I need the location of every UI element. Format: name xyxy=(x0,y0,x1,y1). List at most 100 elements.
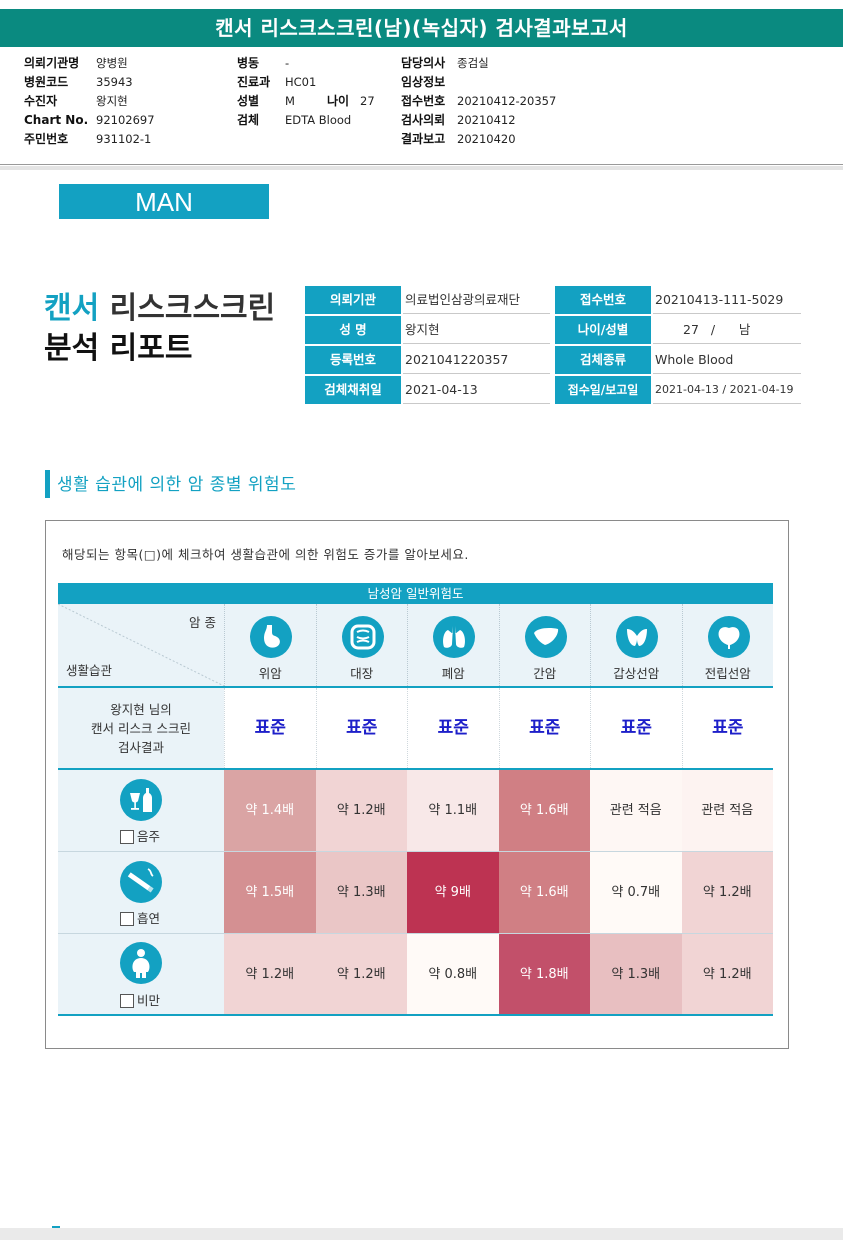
risk-cell: 약 1.6배 xyxy=(498,852,590,933)
info-label: 접수일/보고일 xyxy=(555,376,651,404)
risk-cell: 관련 적음 xyxy=(590,770,682,851)
result-lung: 표준 xyxy=(407,688,499,768)
risk-cell: 관련 적음 xyxy=(681,770,773,851)
header-col-2: 병동 - 진료과 HC01 성별 M 나이 27 검체 EDTA Blood xyxy=(237,54,375,130)
smoking-icon xyxy=(120,861,162,903)
cancer-label: 폐암 xyxy=(441,666,465,681)
result-row-label: 왕지현 님의 캔서 리스크 스크린 검사결과 xyxy=(58,688,224,768)
risk-cell: 약 0.8배 xyxy=(407,934,499,1015)
result-thyroid: 표준 xyxy=(590,688,682,768)
info-value: 27 / 남 xyxy=(653,316,801,344)
corner-cancer-label: 암 종 xyxy=(189,615,216,630)
row-divider xyxy=(58,933,773,934)
header-label: 나이 xyxy=(327,94,350,108)
risk-cell: 약 9배 xyxy=(407,852,499,933)
header-label: Chart No. xyxy=(24,113,89,127)
info-value: 2021-04-13 xyxy=(403,376,550,404)
header-label: 접수번호 xyxy=(401,94,446,108)
header-value: 35943 xyxy=(96,75,133,89)
header-value: EDTA Blood xyxy=(285,113,352,127)
table-corner: 암 종 생활습관 xyxy=(58,604,224,686)
header-value: 양병원 xyxy=(96,56,128,70)
header-value: 종검실 xyxy=(457,56,489,70)
risk-cell: 약 1.6배 xyxy=(498,770,590,851)
section-marker xyxy=(45,470,50,498)
checkbox[interactable] xyxy=(120,994,134,1008)
header-divider-shadow xyxy=(0,166,843,170)
result-liver: 표준 xyxy=(498,688,591,768)
col-header-liver: 간암 xyxy=(498,604,590,686)
info-label: 검체종류 xyxy=(555,346,651,374)
header-label: 진료과 xyxy=(237,75,271,89)
info-value: Whole Blood xyxy=(653,346,801,374)
result-label-line: 캔서 리스크 스크린 xyxy=(91,721,191,736)
result-label-line: 왕지현 님의 xyxy=(110,702,172,717)
row-divider xyxy=(58,851,773,852)
instruction-note: 해당되는 항목(□)에 체크하여 생활습관에 의한 위험도 증가를 알아보세요. xyxy=(62,547,469,562)
corner-habit-label: 생활습관 xyxy=(66,663,113,678)
drink-icon xyxy=(120,779,162,821)
header-value: 27 xyxy=(360,94,375,108)
cancer-label: 전립선암 xyxy=(704,666,751,681)
footer-marker xyxy=(52,1226,60,1228)
header-value: M xyxy=(285,94,295,108)
lung-icon xyxy=(433,616,475,658)
table-bottom-line xyxy=(58,1014,773,1016)
page-footer xyxy=(0,1228,843,1240)
header-value: HC01 xyxy=(285,75,317,89)
report-heading-accent: 캔서 xyxy=(44,291,100,326)
report-header: 의뢰기관명 양병원 병원코드 35943 수진자 왕지현 Chart No. 92102… xyxy=(0,54,843,166)
table-divider xyxy=(58,768,773,770)
risk-cell: 약 1.2배 xyxy=(315,934,407,1015)
habit-checkbox-obesity[interactable]: 비만 xyxy=(120,990,160,1009)
risk-table-header: 남성암 일반위험도 xyxy=(58,583,773,604)
result-colon: 표준 xyxy=(315,688,408,768)
header-value: 20210412 xyxy=(457,113,516,127)
report-title-bar: 캔서 리스크스크린(남)(녹십자) 검사결과보고서 xyxy=(0,9,843,47)
habit-checkbox-drink[interactable]: 음주 xyxy=(120,826,160,845)
header-label: 담당의사 xyxy=(401,56,446,70)
col-header-prostate: 전립선암 xyxy=(681,604,773,686)
checkbox[interactable] xyxy=(120,912,134,926)
habit-label: 흡연 xyxy=(137,911,161,926)
info-value: 의료법인삼광의료재단 xyxy=(403,286,550,314)
info-label: 검체채취일 xyxy=(305,376,401,404)
risk-cell: 약 1.2배 xyxy=(681,934,773,1015)
report-heading-rest: 리스크스크린 xyxy=(99,291,276,326)
cancer-label: 간암 xyxy=(533,666,557,681)
habit-label: 음주 xyxy=(137,829,161,844)
header-label: 성별 xyxy=(237,94,260,108)
risk-table: 암 종 생활습관 위암 대장 폐암 간암 갑상선암 전립선암 왕지현 님의 캔서… xyxy=(58,604,773,1016)
habit-checkbox-smoking[interactable]: 흡연 xyxy=(120,908,160,927)
cancer-label: 갑상선암 xyxy=(613,666,660,681)
header-label: 검체 xyxy=(237,113,260,127)
checkbox[interactable] xyxy=(120,830,134,844)
colon-icon xyxy=(341,616,384,658)
info-value: 20210413-111-5029 xyxy=(653,286,801,314)
header-value: 왕지현 xyxy=(96,94,128,108)
prostate-icon xyxy=(707,616,750,658)
result-stomach: 표준 xyxy=(224,688,316,768)
header-value: - xyxy=(285,56,290,70)
header-col-1: 의뢰기관명 양병원 병원코드 35943 수진자 왕지현 Chart No. 92102… xyxy=(24,54,155,149)
gender-badge: MAN xyxy=(59,184,269,219)
header-value: 931102-1 xyxy=(96,132,152,146)
header-label: 검사의뢰 xyxy=(401,113,446,127)
risk-cell: 약 1.3배 xyxy=(590,934,682,1015)
col-header-colon: 대장 xyxy=(315,604,407,686)
info-value: 2021-04-13 / 2021-04-19 xyxy=(653,376,801,404)
header-value: 20210420 xyxy=(457,132,516,146)
info-label: 나이/성별 xyxy=(555,316,651,344)
header-col-3: 담당의사 종검실 임상정보 접수번호 20210412-20357 검사의뢰 2021… xyxy=(401,54,556,149)
obesity-icon xyxy=(120,942,162,984)
header-label: 임상정보 xyxy=(401,75,446,89)
risk-cell: 약 1.4배 xyxy=(224,770,316,851)
report-heading: 캔서 리스크스크린 xyxy=(44,290,275,328)
header-label: 병동 xyxy=(237,56,260,70)
info-label: 의뢰기관 xyxy=(305,286,401,314)
risk-cell: 약 1.2배 xyxy=(681,852,773,933)
header-label: 주민번호 xyxy=(24,132,69,146)
risk-cell: 약 1.2배 xyxy=(315,770,407,851)
cancer-label: 대장 xyxy=(350,666,374,681)
info-value: 왕지현 xyxy=(403,316,550,344)
